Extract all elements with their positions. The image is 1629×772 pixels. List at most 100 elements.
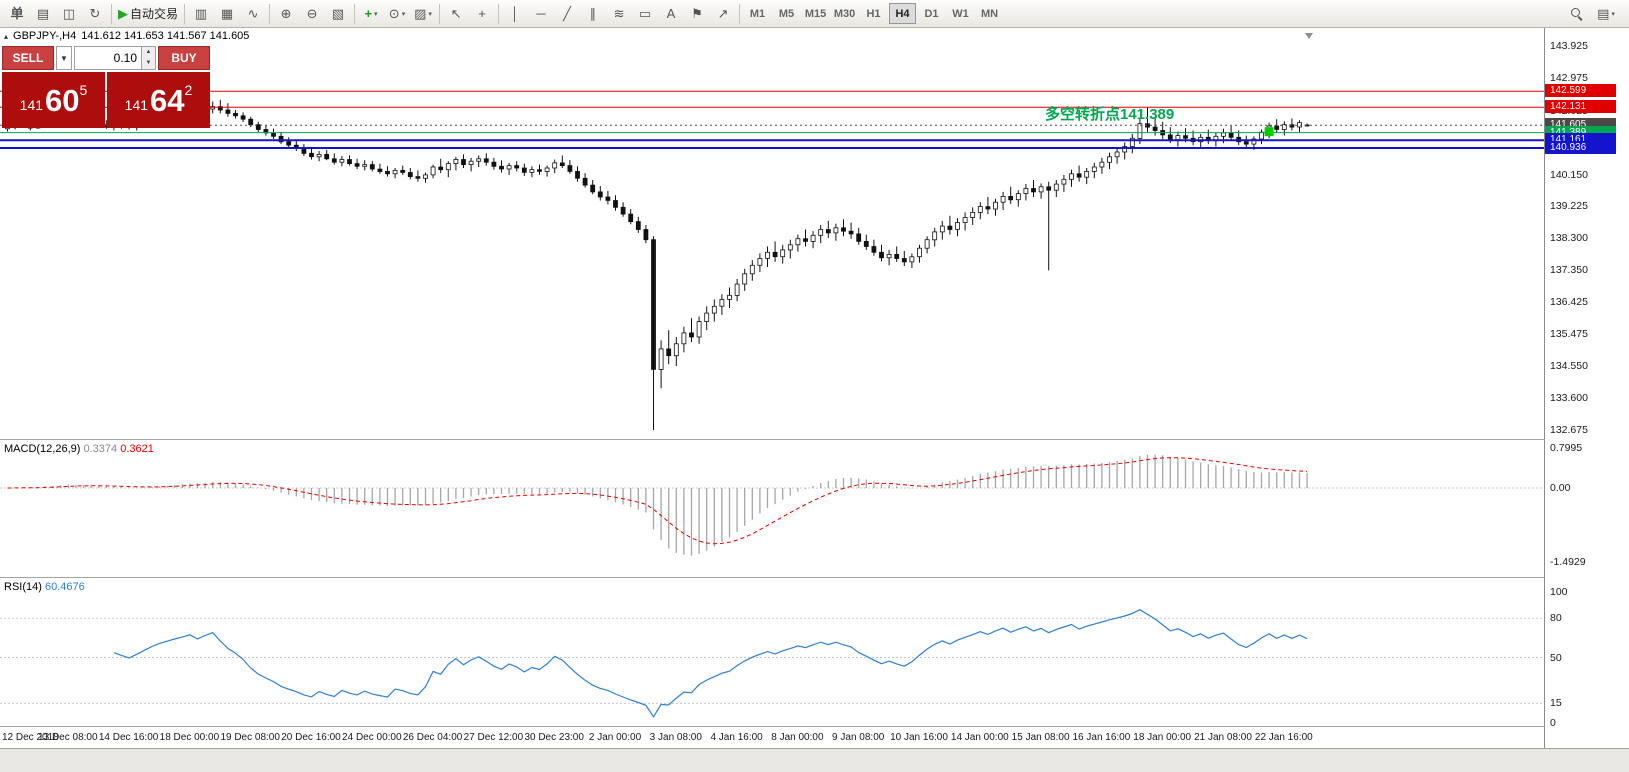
auto-trading-button-label: 自动交易 [130, 7, 179, 21]
buy-button[interactable]: BUY [158, 46, 210, 70]
new-order-button[interactable]: 单 [4, 3, 30, 25]
refresh-button[interactable]: ↻ [82, 3, 108, 25]
charts-button[interactable]: ▤ [30, 3, 56, 25]
price-axis[interactable]: 143.925142.975142.025141.100140.150139.2… [1544, 28, 1629, 748]
time-tick: 4 Jan 16:00 [710, 732, 763, 743]
time-tick: 26 Dec 04:00 [402, 732, 463, 743]
time-axis[interactable]: 12 Dec 2018 13 Dec 08:00 14 Dec 16:00 18 De… [0, 727, 1544, 748]
buy-marker[interactable] [1264, 127, 1274, 137]
label-button-icon: ⚑ [691, 6, 703, 21]
cursor-button[interactable]: ↖ [443, 3, 469, 25]
toolbar-separator [498, 3, 500, 24]
macd-signal-value: 0.3621 [120, 443, 154, 455]
zoom-in-button-icon: ⊕ [280, 6, 292, 21]
timeframe-m1-button[interactable]: M1 [749, 7, 766, 20]
buy-price-prefix: 141 [124, 97, 149, 113]
templates-button[interactable]: ▨ ▾ [410, 3, 436, 25]
price-tick: 140.150 [1550, 168, 1588, 181]
vertical-line-button[interactable]: │ [502, 3, 528, 25]
time-tick: 2 Jan 00:00 [588, 732, 642, 743]
price-tick: 137.350 [1550, 264, 1588, 277]
zoom-out-button[interactable]: ⊖ [299, 3, 325, 25]
time-tick: 12 Dec 2018 [2, 732, 59, 743]
timeframe-h4-button[interactable]: H4 [889, 3, 917, 24]
trendline-button-icon: ╱ [563, 6, 571, 21]
crosshair-button[interactable]: + [469, 3, 495, 25]
volume-down-button[interactable]: ▼ [142, 58, 155, 69]
data-window-button[interactable]: ▤ ▾ [1593, 3, 1619, 25]
panel-divider[interactable] [0, 577, 1629, 578]
buy-price-big: 64 [150, 82, 185, 118]
price-tick: 134.550 [1550, 360, 1588, 372]
price-tick: 133.600 [1550, 392, 1588, 405]
timeframe-h1-button[interactable]: H1 [866, 7, 881, 20]
shapes-button[interactable]: ▭ [632, 3, 658, 25]
text-button[interactable]: A [658, 3, 684, 25]
volume-stepper: ▲ ▼ [141, 47, 155, 69]
profiles-button[interactable]: ◫ [56, 3, 82, 25]
rsi-value: 60.4676 [44, 581, 85, 593]
candlestick-chart-button-icon: ▦ [220, 6, 234, 21]
price-tick: 135.475 [1550, 328, 1588, 341]
symbol-title: GBPJPY-,H4 [13, 30, 77, 42]
line-chart-button[interactable]: ∿ [240, 3, 266, 25]
rsi-tick: 50 [1550, 651, 1562, 664]
time-tick: 3 Jan 08:00 [649, 732, 702, 743]
rsi-tick: 0 [1550, 717, 1556, 729]
macd-panel: MACD(12,26,9) 0.3374 0.3621 [0, 440, 1544, 577]
volume-dropdown-icon[interactable]: ▼ [56, 46, 72, 70]
toolbar-right: ▤ ▾ [1563, 3, 1619, 25]
sell-price-button[interactable]: 141 60 5 [2, 72, 105, 128]
timeframe-w1-button[interactable]: W1 [952, 7, 969, 20]
dropdown-caret-icon: ▾ [1611, 10, 1615, 18]
periods-button[interactable]: ⊙ ▾ [384, 3, 410, 25]
tile-windows-button[interactable]: ▧ [325, 3, 351, 25]
zoom-in-button[interactable]: ⊕ [273, 3, 299, 25]
refresh-button-icon: ↻ [89, 6, 101, 21]
auto-trading-button[interactable]: ▶ 自动交易 [115, 3, 181, 25]
panel-divider[interactable] [0, 439, 1629, 440]
new-order-button-icon: 单 [10, 6, 24, 21]
timeframe-m15-button[interactable]: M15 [804, 7, 827, 20]
dropdown-caret-icon: ▾ [428, 10, 432, 18]
trendline-button[interactable]: ╱ [554, 3, 580, 25]
volume-input[interactable]: 0.10 ▲ ▼ [74, 46, 156, 70]
search-button[interactable] [1563, 3, 1589, 25]
indicators-button[interactable]: + ▾ [358, 3, 384, 25]
sell-price-big: 60 [45, 82, 80, 118]
level-price-label: 142.131 [1545, 100, 1616, 114]
time-tick: 15 Jan 08:00 [1011, 732, 1070, 743]
arrow-tool-button[interactable]: ↗ [710, 3, 736, 25]
buy-price-button[interactable]: 141 64 2 [107, 72, 210, 128]
volume-up-button[interactable]: ▲ [142, 47, 155, 58]
volume-value: 0.10 [113, 51, 137, 65]
chart-annotation-text[interactable]: 多空转折点141.389 [1045, 105, 1175, 123]
price-tick: 132.675 [1550, 424, 1588, 436]
macd-canvas[interactable] [0, 440, 1544, 577]
chart-shift-marker[interactable] [1305, 33, 1313, 39]
horizontal-line-button[interactable]: ─ [528, 3, 554, 25]
window-edge-divider [0, 748, 1629, 749]
channel-button[interactable]: ∥ [580, 3, 606, 25]
bar-chart-button[interactable]: ▥ [188, 3, 214, 25]
candlestick-chart-button[interactable]: ▦ [214, 3, 240, 25]
fibonacci-button[interactable]: ≋ [606, 3, 632, 25]
label-button[interactable]: ⚑ [684, 3, 710, 25]
timeframe-m30-button[interactable]: M30 [833, 7, 856, 20]
templates-button-icon: ▨ [414, 6, 427, 21]
buy-price-sup: 2 [184, 82, 193, 98]
indicators-button-icon: + [364, 6, 373, 21]
timeframe-mn-button[interactable]: MN [980, 7, 999, 20]
macd-name: MACD(12,26,9) [4, 443, 81, 455]
toolbar-separator [439, 3, 441, 24]
timeframe-d1-button[interactable]: D1 [924, 7, 939, 20]
macd-tick: 0.7995 [1550, 442, 1583, 455]
sell-button[interactable]: SELL [2, 46, 54, 70]
price-chart-panel: ▴ GBPJPY-,H4 141.612 141.653 141.567 141… [0, 28, 1544, 439]
price-chart-canvas[interactable] [0, 28, 1544, 439]
rsi-line [113, 609, 1308, 718]
toolbar-separator [111, 3, 112, 24]
rsi-canvas[interactable] [0, 578, 1544, 726]
timeframe-m5-button[interactable]: M5 [778, 7, 795, 20]
